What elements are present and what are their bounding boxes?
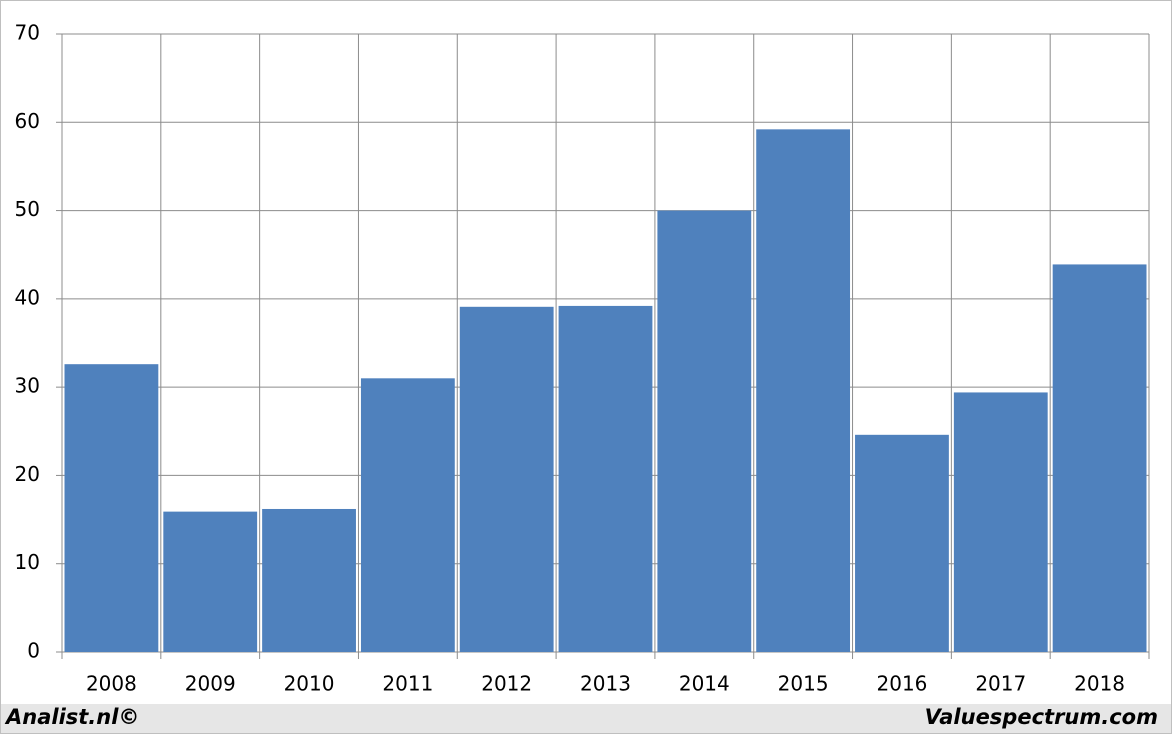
- x-tick-label: 2015: [778, 672, 829, 696]
- x-tick-label: 2014: [679, 672, 730, 696]
- footer-right: Valuespectrum.com: [925, 705, 1158, 729]
- bar: [756, 129, 851, 652]
- bar: [262, 508, 356, 652]
- bar: [953, 392, 1048, 652]
- footer-left: Analist.nl©: [4, 705, 139, 729]
- x-tick-label: 2010: [284, 672, 335, 696]
- y-tick-label: 20: [15, 462, 40, 486]
- bar: [64, 364, 159, 652]
- x-tick-label: 2013: [580, 672, 631, 696]
- bar: [558, 305, 653, 652]
- bar: [1052, 264, 1147, 652]
- bar: [360, 378, 455, 652]
- bar: [657, 210, 752, 653]
- bar: [459, 306, 554, 652]
- y-tick-label: 40: [15, 285, 40, 309]
- y-tick-label: 60: [15, 109, 40, 133]
- bar: [855, 434, 949, 652]
- x-tick-label: 2018: [1074, 672, 1125, 696]
- bar: [163, 511, 258, 652]
- y-tick-label: 70: [15, 21, 40, 45]
- x-tick-label: 2008: [86, 672, 137, 696]
- x-tick-label: 2009: [185, 672, 236, 696]
- y-tick-label: 30: [15, 374, 40, 398]
- x-tick-label: 2011: [382, 672, 433, 696]
- x-tick-label: 2016: [877, 672, 928, 696]
- footer-band: [1, 704, 1171, 733]
- x-tick-label: 2017: [975, 672, 1026, 696]
- y-tick-label: 0: [27, 639, 40, 663]
- y-tick-label: 10: [15, 550, 40, 574]
- y-tick-label: 50: [15, 197, 40, 221]
- x-tick-label: 2012: [481, 672, 532, 696]
